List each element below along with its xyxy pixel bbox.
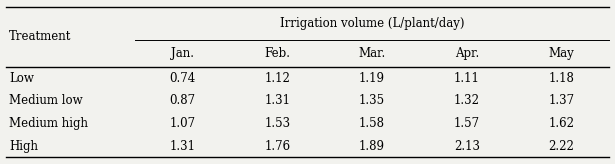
Text: 2.13: 2.13 [454,140,480,153]
Text: 1.89: 1.89 [359,140,385,153]
Text: 1.76: 1.76 [264,140,290,153]
Text: 1.62: 1.62 [549,117,574,130]
Text: 1.31: 1.31 [170,140,196,153]
Text: Mar.: Mar. [359,47,386,60]
Text: 1.58: 1.58 [359,117,385,130]
Text: High: High [9,140,38,153]
Text: Medium high: Medium high [9,117,88,130]
Text: 1.19: 1.19 [359,72,385,85]
Text: Medium low: Medium low [9,94,83,107]
Text: 1.11: 1.11 [454,72,480,85]
Text: 1.31: 1.31 [264,94,290,107]
Text: 1.18: 1.18 [549,72,574,85]
Text: Treatment: Treatment [9,30,71,43]
Text: Low: Low [9,72,34,85]
Text: 1.12: 1.12 [264,72,290,85]
Text: May: May [549,47,574,60]
Text: 1.53: 1.53 [264,117,290,130]
Text: 1.35: 1.35 [359,94,385,107]
Text: 0.87: 0.87 [170,94,196,107]
Text: Feb.: Feb. [264,47,290,60]
Text: 1.57: 1.57 [454,117,480,130]
Text: Irrigation volume (L/plant/day): Irrigation volume (L/plant/day) [280,17,464,30]
Text: 1.37: 1.37 [549,94,574,107]
Text: 2.22: 2.22 [549,140,574,153]
Text: Jan.: Jan. [171,47,194,60]
Text: 1.07: 1.07 [170,117,196,130]
Text: 0.74: 0.74 [170,72,196,85]
Text: Apr.: Apr. [454,47,479,60]
Text: 1.32: 1.32 [454,94,480,107]
